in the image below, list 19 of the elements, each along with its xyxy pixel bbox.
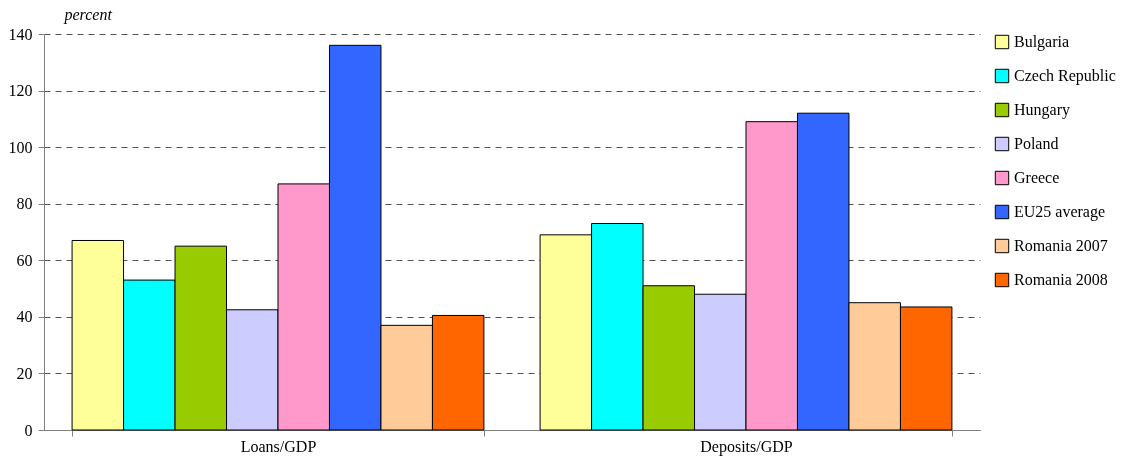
legend-label: Czech Republic bbox=[1014, 67, 1116, 85]
x-tick-label: Loans/GDP bbox=[240, 437, 317, 455]
legend-label: Romania 2008 bbox=[1014, 271, 1108, 288]
y-tick-label: 120 bbox=[8, 82, 33, 100]
y-tick-label: 40 bbox=[16, 308, 33, 326]
legend-label: Hungary bbox=[1014, 101, 1070, 119]
legend-label: Bulgaria bbox=[1014, 33, 1070, 51]
y-axis-title: percent bbox=[63, 5, 113, 24]
y-tick-label: 140 bbox=[8, 25, 33, 43]
y-tick-label: 0 bbox=[24, 421, 33, 439]
legend-label: Poland bbox=[1014, 135, 1059, 152]
x-tick-label: Deposits/GDP bbox=[700, 437, 793, 456]
legend-label: EU25 average bbox=[1014, 203, 1106, 221]
legend-label: Greece bbox=[1014, 169, 1060, 186]
legend-label: Romania 2007 bbox=[1014, 237, 1108, 254]
y-tick-label: 80 bbox=[16, 195, 33, 213]
y-tick-label: 60 bbox=[16, 251, 33, 269]
y-tick-label: 100 bbox=[8, 138, 33, 156]
y-tick-label: 20 bbox=[16, 364, 33, 382]
